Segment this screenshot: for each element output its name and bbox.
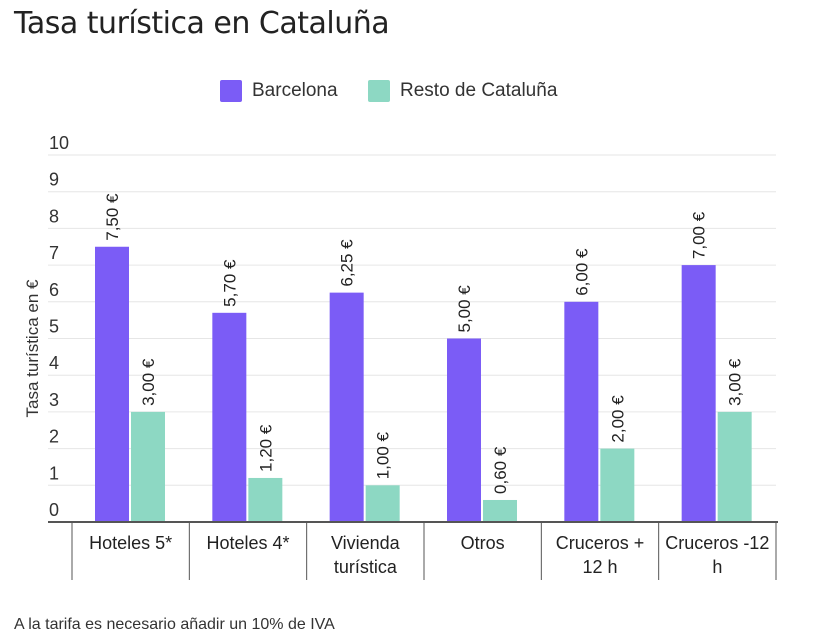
- data-label: 1,20 €: [256, 424, 275, 472]
- y-axis-label: Tasa turística en €: [23, 279, 42, 418]
- y-tick-label: 6: [49, 280, 59, 300]
- data-label: 7,50 €: [103, 193, 122, 241]
- x-tick-label: Vivienda: [331, 533, 401, 553]
- y-tick-label: 10: [49, 133, 69, 153]
- data-label: 5,00 €: [455, 285, 474, 333]
- data-label: 3,00 €: [726, 358, 745, 406]
- y-tick-label: 7: [49, 243, 59, 263]
- y-tick-label: 2: [49, 427, 59, 447]
- bar-resto: [248, 477, 283, 522]
- bar-barcelona: [447, 338, 481, 522]
- legend: Barcelona Resto de Cataluña: [0, 80, 817, 110]
- bar-barcelona: [95, 246, 129, 522]
- y-tick-label: 3: [49, 390, 59, 410]
- bar-barcelona: [564, 301, 599, 522]
- bar-resto: [600, 448, 635, 522]
- y-tick-label: 5: [49, 317, 59, 337]
- legend-swatch-barcelona: [220, 80, 242, 102]
- x-tick-label: Cruceros +: [556, 533, 645, 553]
- x-tick-label: Cruceros -12: [665, 533, 769, 553]
- bar-barcelona: [329, 292, 364, 522]
- data-label: 7,00 €: [690, 211, 709, 259]
- legend-item-barcelona: Barcelona: [220, 80, 338, 102]
- legend-item-resto: Resto de Cataluña: [368, 80, 557, 102]
- data-label: 3,00 €: [139, 358, 158, 406]
- y-tick-label: 9: [49, 170, 59, 190]
- data-label: 5,70 €: [220, 259, 239, 307]
- data-label: 1,00 €: [374, 431, 393, 479]
- bar-resto: [483, 499, 517, 522]
- bar-resto: [365, 485, 400, 522]
- legend-label-barcelona: Barcelona: [252, 80, 338, 101]
- x-tick-label: Hoteles 4*: [206, 533, 289, 553]
- x-tick-label: h: [712, 557, 722, 577]
- data-label: 0,60 €: [491, 446, 510, 494]
- y-tick-label: 1: [49, 463, 59, 483]
- legend-swatch-resto: [368, 80, 390, 102]
- footnote: A la tarifa es necesario añadir un 10% d…: [14, 616, 335, 633]
- y-tick-label: 8: [49, 206, 59, 226]
- data-label: 2,00 €: [608, 395, 627, 443]
- bar-barcelona: [212, 312, 247, 522]
- data-label: 6,00 €: [572, 248, 591, 296]
- x-tick-label: Otros: [461, 533, 505, 553]
- x-tick-label: 12 h: [582, 557, 617, 577]
- x-tick-label: Hoteles 5*: [89, 533, 172, 553]
- x-tick-label: turística: [334, 557, 398, 577]
- legend-label-resto: Resto de Cataluña: [400, 80, 558, 101]
- y-tick-label: 0: [49, 500, 59, 520]
- bar-resto: [717, 411, 752, 522]
- data-label: 6,25 €: [338, 239, 357, 287]
- bar-barcelona: [681, 265, 716, 522]
- bar-resto: [131, 411, 165, 522]
- chart-title: Tasa turística en Cataluña: [14, 6, 390, 41]
- y-tick-label: 4: [49, 353, 59, 373]
